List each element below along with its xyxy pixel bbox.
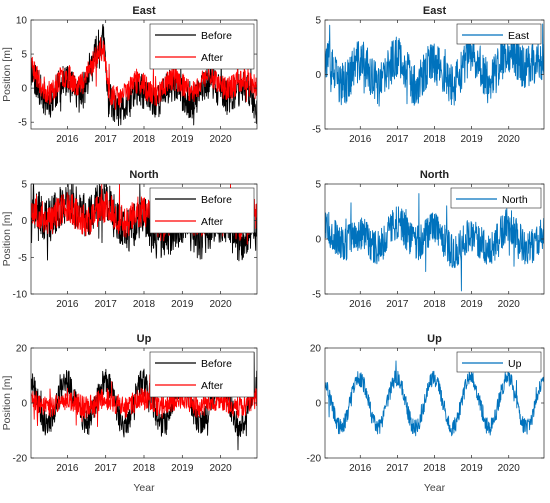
x-tick-label: 2019 [460,299,483,310]
y-tick-label: 5 [315,16,321,27]
y-tick-label: 5 [21,50,27,61]
legend: Before After [149,23,255,70]
chart-title: Up [427,333,442,345]
legend-label-after: After [201,380,224,392]
y-tick-label: 5 [21,180,27,191]
x-tick-label: 2020 [209,299,232,310]
x-tick-label: 2016 [56,463,79,474]
x-tick-label: 2020 [209,134,232,145]
legend-box [456,351,542,373]
y-tick-label: -10 [13,290,28,301]
y-tick-label: -20 [13,454,28,465]
x-tick-label: 2020 [209,463,232,474]
x-tick-label: 2020 [498,134,521,145]
x-tick-label: 2017 [95,463,118,474]
y-tick-label: -5 [18,253,27,264]
legend-box [149,351,255,398]
legend-box [456,23,542,45]
y-axis-label: Position [m] [1,47,13,102]
y-tick-label: 0 [21,399,27,410]
series-line-north [325,193,544,292]
x-tick-label: 2017 [386,134,409,145]
x-tick-label: 2019 [171,463,194,474]
y-tick-label: 0 [315,70,321,81]
y-tick-label: -5 [312,125,321,136]
x-tick-label: 2016 [349,463,372,474]
y-tick-label: -20 [307,454,322,465]
chart-title: East [132,5,156,17]
series-line-after [31,374,257,427]
x-tick-label: 2019 [171,299,194,310]
legend-box [149,187,255,234]
y-axis-label: Position [m] [1,211,13,266]
legend-label-east: East [508,30,529,42]
legend: Before After [149,351,255,398]
x-tick-label: 2018 [423,299,446,310]
y-tick-label: 0 [315,399,321,410]
legend-box [450,187,542,209]
legend-label-up: Up [508,358,522,370]
x-tick-label: 2016 [349,299,372,310]
y-tick-label: 5 [315,180,321,191]
legend-box [149,23,255,70]
x-tick-label: 2017 [95,299,118,310]
x-axis-label: Year [133,482,155,494]
x-tick-label: 2018 [423,463,446,474]
chart-title: East [423,5,447,17]
chart-title: Up [137,333,152,345]
legend: Before After [149,187,255,234]
y-tick-label: 10 [16,16,28,27]
x-tick-label: 2020 [498,463,521,474]
y-axis-label: Position [m] [1,375,13,430]
y-tick-label: -5 [312,290,321,301]
series-line-after [31,37,257,110]
chart-panel-3: 2016 2017 2018 2019 2020 -10 -5 0 5 North Position… [1,169,258,310]
chart-panel-2: 2016 2017 2018 2019 2020 -5 0 5 East East [312,5,545,145]
x-tick-label: 2018 [133,134,156,145]
series-line-up [325,360,544,437]
y-tick-label: 0 [21,216,27,227]
chart-panel-4: 2016 2017 2018 2019 2020 -5 0 5 North North [312,169,545,310]
legend-label-after: After [201,52,224,64]
x-tick-label: 2018 [423,134,446,145]
x-tick-label: 2018 [133,299,156,310]
x-tick-label: 2019 [460,463,483,474]
x-tick-label: 2019 [171,134,194,145]
legend-label-before: Before [201,30,232,42]
legend: North [450,187,542,209]
legend: East [456,23,542,45]
x-tick-label: 2017 [386,299,409,310]
x-tick-label: 2020 [498,299,521,310]
x-tick-label: 2017 [95,134,118,145]
legend-label-after: After [201,216,224,228]
x-axis-label: Year [424,482,446,494]
chart-panel-1: 2016 2017 2018 2019 2020 -5 0 5 10 East Position [… [1,5,258,145]
y-tick-label: -5 [18,118,27,129]
legend: Up [456,351,542,373]
chart-title: North [129,169,159,181]
x-tick-label: 2016 [349,134,372,145]
chart-panel-6: 2016 2017 2018 2019 2020 -20 0 20 Up Year Up [307,333,545,494]
x-tick-label: 2016 [56,134,79,145]
x-tick-label: 2016 [56,299,79,310]
x-tick-label: 2017 [386,463,409,474]
series-line-east [325,23,544,107]
y-tick-label: 20 [310,344,322,355]
legend-label-before: Before [201,194,232,206]
legend-label-before: Before [201,358,232,370]
chart-panel-5: 2016 2017 2018 2019 2020 -20 0 20 Up Position [m]… [1,333,258,494]
chart-title: North [420,169,450,181]
y-tick-label: 20 [16,344,28,355]
y-tick-label: 0 [21,84,27,95]
legend-label-north: North [502,194,528,206]
x-tick-label: 2019 [460,134,483,145]
x-tick-label: 2018 [133,463,156,474]
y-tick-label: 0 [315,235,321,246]
